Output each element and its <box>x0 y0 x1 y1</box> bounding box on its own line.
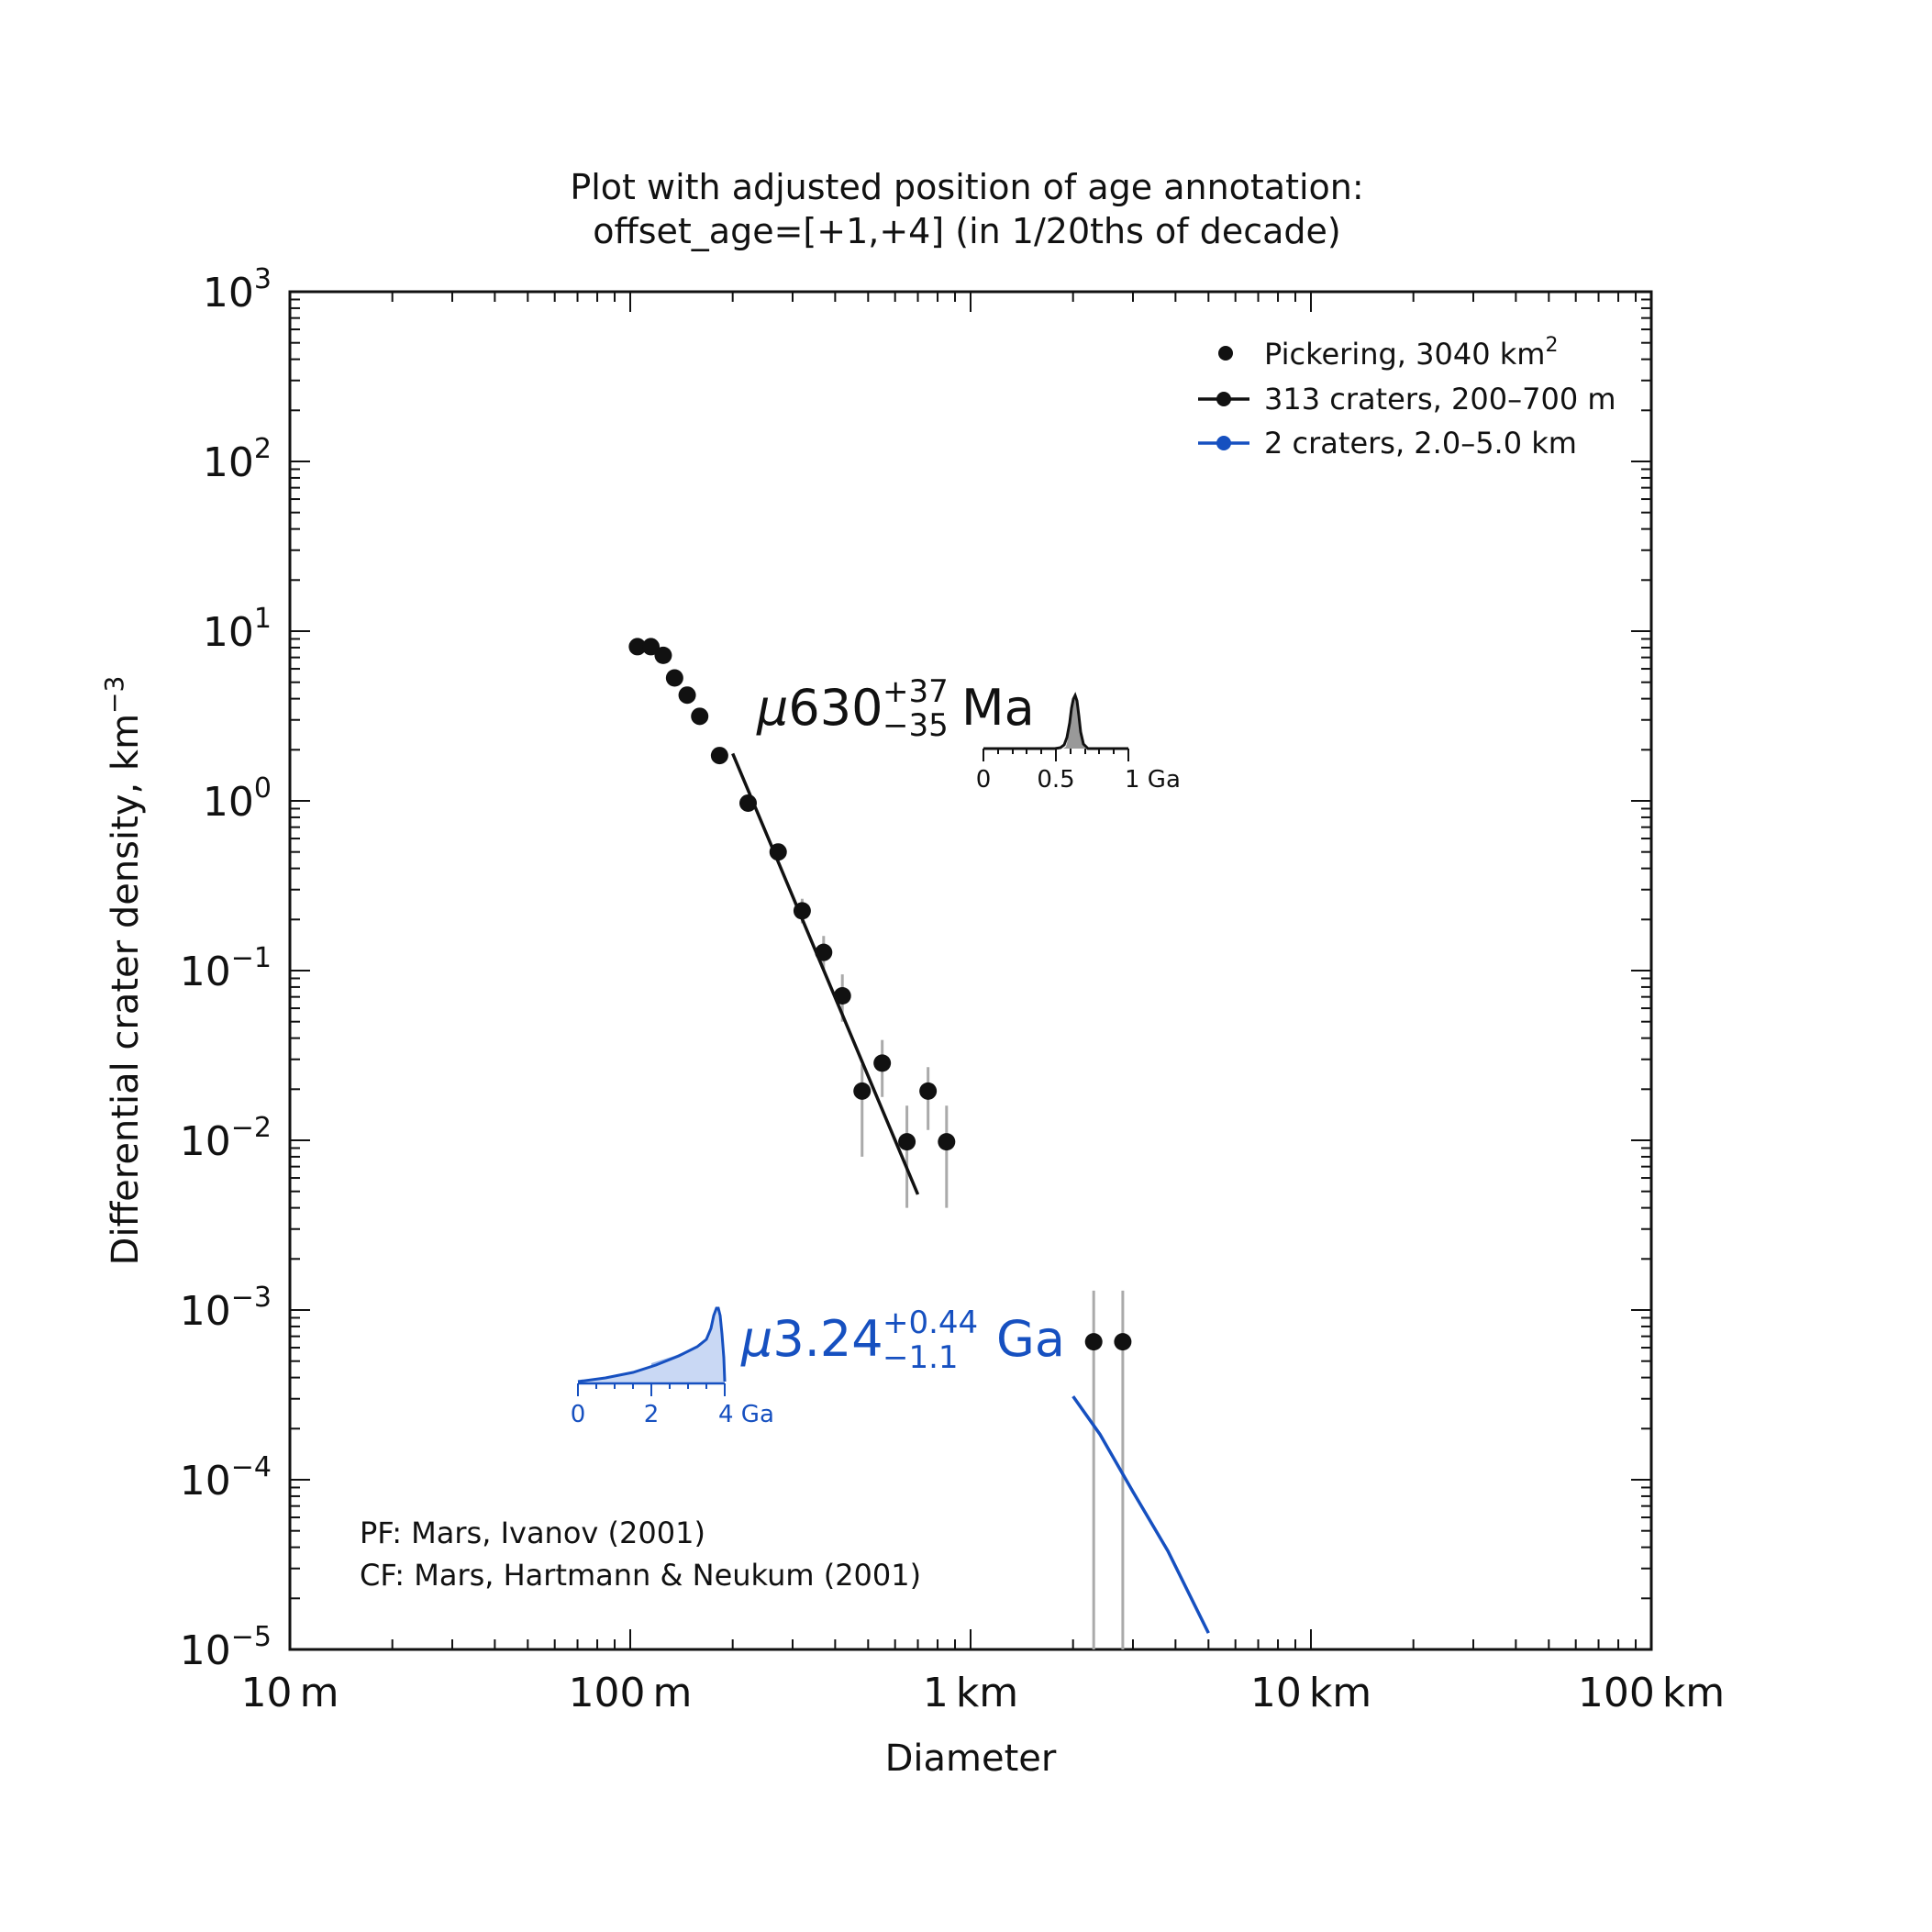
y-axis-label-main: Differential crater density, km <box>105 714 147 1265</box>
x-tick-label-0: 10 m <box>241 1670 339 1716</box>
legend-marker-black <box>1216 392 1231 406</box>
data-point-0 <box>628 638 647 656</box>
data-point-13 <box>873 1054 892 1072</box>
y-tick-label-3: 10−2 <box>180 1112 272 1165</box>
age-blue-inset-ticks <box>577 1383 726 1396</box>
age-blue-inset-fill <box>578 1308 725 1383</box>
age-blue-value: 3.24 <box>772 1310 883 1368</box>
data-point-2 <box>654 646 672 664</box>
age-black-inset-tick-0: 0 <box>976 766 992 794</box>
y-tick-labels: 10−5 10−4 10−3 10−2 10−1 100 101 102 103 <box>180 263 272 1674</box>
age-black-inset-curve <box>983 692 1128 750</box>
age-black-value: 630 <box>788 679 883 737</box>
data-points <box>628 638 1132 1351</box>
age-black-inset-ticks <box>983 749 1129 761</box>
x-tick-label-1: 100 m <box>569 1670 693 1716</box>
legend: Pickering, 3040 km2 313 craters, 200–700… <box>1198 334 1616 461</box>
y-axis-label: Differential crater density, km−3 <box>99 676 147 1266</box>
age-annotation-blue: μ3.24 +0.44 −1.1 Ga 0 2 4 Ga <box>571 1305 1065 1428</box>
age-blue-unit: Ga <box>996 1310 1065 1368</box>
legend-marker-blue <box>1216 436 1231 450</box>
fit-line-blue <box>1071 1395 1210 1634</box>
legend-label-blue-fit: 2 craters, 2.0–5.0 km <box>1264 426 1577 461</box>
age-black-minus: −35 <box>883 707 949 744</box>
data-point-5 <box>691 707 709 726</box>
data-point-3 <box>665 669 683 687</box>
data-point-17 <box>1084 1333 1103 1351</box>
production-function-note: PF: Mars, Ivanov (2001) <box>360 1516 705 1550</box>
legend-marker-pickering <box>1218 346 1233 361</box>
y-tick-label-6: 101 <box>203 603 272 656</box>
age-blue-minus: −1.1 <box>883 1339 959 1376</box>
age-annotation-black: μ630 +37 −35 Ma 0 0.5 1 Ga <box>756 673 1181 794</box>
age-blue-text: μ3.24 <box>740 1310 883 1368</box>
y-tick-label-2: 10−3 <box>180 1282 272 1335</box>
x-tick-label-2: 1 km <box>923 1670 1018 1716</box>
data-point-1 <box>642 638 661 656</box>
error-bars <box>800 898 1125 1649</box>
x-tick-label-4: 100 km <box>1578 1670 1725 1716</box>
data-point-6 <box>710 747 728 765</box>
age-black-inset: 0 0.5 1 Ga <box>976 692 1181 794</box>
legend-label-black-fit: 313 craters, 200–700 m <box>1264 382 1616 416</box>
age-blue-inset-tick-1: 2 <box>644 1401 660 1428</box>
age-blue-inset-curve <box>577 1306 727 1383</box>
data-point-15 <box>919 1082 938 1100</box>
age-black-prefix: μ <box>756 679 788 737</box>
age-blue-inset-tick-2: 4 Ga <box>718 1401 774 1428</box>
y-tick-label-0: 10−5 <box>180 1621 272 1674</box>
plot-area-frame <box>288 290 1653 1651</box>
age-black-plus: +37 <box>883 673 949 710</box>
data-point-14 <box>898 1133 916 1151</box>
age-black-inset-tick-2: 1 Ga <box>1125 766 1181 794</box>
data-point-12 <box>853 1082 872 1100</box>
y-tick-label-4: 10−1 <box>180 942 272 995</box>
data-point-4 <box>678 686 696 705</box>
age-black-inset-tick-1: 0.5 <box>1037 766 1074 794</box>
age-black-inset-shade <box>1063 695 1085 749</box>
legend-label-pickering: Pickering, 3040 km2 <box>1264 334 1558 372</box>
x-tick-label-3: 10 km <box>1250 1670 1371 1716</box>
y-axis-label-sup: −3 <box>99 676 129 714</box>
y-tick-label-7: 102 <box>203 433 272 486</box>
y-tick-label-1: 10−4 <box>180 1451 272 1505</box>
data-point-7 <box>738 794 757 812</box>
axis-ticks <box>289 292 1651 1650</box>
y-tick-label-5: 100 <box>203 772 272 826</box>
age-black-unit: Ma <box>961 679 1035 737</box>
age-blue-plus: +0.44 <box>883 1305 978 1341</box>
age-blue-prefix: μ <box>740 1310 772 1368</box>
data-point-18 <box>1114 1333 1132 1351</box>
x-axis-label: Diameter <box>885 1738 1057 1780</box>
chart-title-line-1: Plot with adjusted position of age annot… <box>570 167 1363 207</box>
data-point-9 <box>793 902 811 920</box>
chronology-function-note: CF: Mars, Hartmann & Neukum (2001) <box>360 1558 921 1593</box>
data-point-11 <box>833 987 851 1005</box>
age-blue-inset-tick-0: 0 <box>571 1401 586 1428</box>
chart-title-line-2: offset_age=[+1,+4] (in 1/20ths of decade… <box>593 211 1340 251</box>
data-point-16 <box>938 1133 956 1151</box>
x-tick-labels: 10 m 100 m 1 km 10 km 100 km <box>241 1670 1726 1716</box>
data-point-8 <box>769 843 787 861</box>
age-blue-inset: 0 2 4 Ga <box>571 1306 774 1428</box>
age-black-text: μ630 <box>756 679 883 737</box>
fit-line-black <box>731 752 920 1195</box>
y-tick-label-8: 103 <box>203 263 272 316</box>
data-point-10 <box>815 943 833 961</box>
